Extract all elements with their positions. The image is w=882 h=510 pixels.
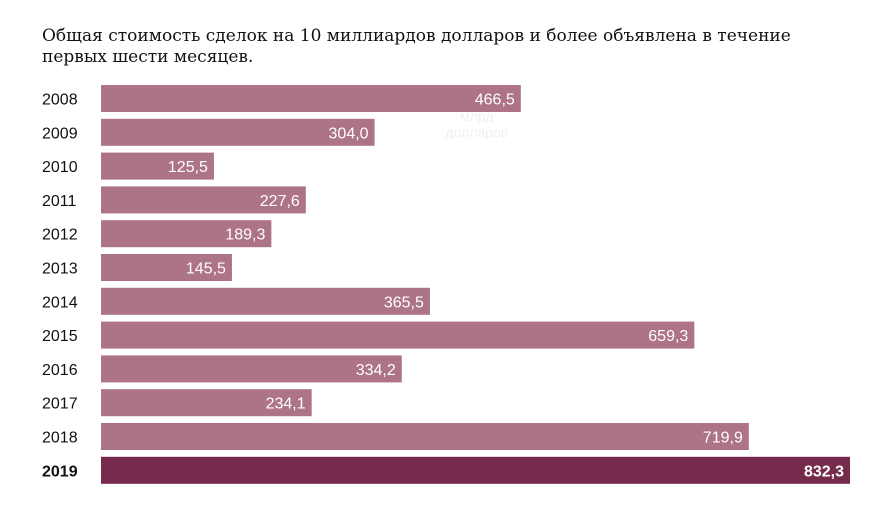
y-tick-label: 2015	[42, 328, 78, 345]
y-tick-label: 2008	[42, 92, 78, 109]
y-tick-label: 2017	[42, 396, 78, 413]
data-label: 234,1	[266, 396, 306, 413]
y-tick-label: 2018	[42, 430, 78, 447]
data-label: 719,9	[703, 430, 743, 447]
chart-title: Общая стоимость сделок на 10 миллиардов …	[42, 26, 791, 67]
bar	[101, 254, 232, 281]
bar	[101, 287, 430, 315]
data-label: 365,5	[384, 294, 424, 311]
unit-label: долларов	[445, 124, 508, 140]
bar	[101, 456, 850, 484]
bar	[101, 389, 312, 417]
y-tick-label: 2016	[42, 362, 78, 379]
bar	[101, 220, 272, 248]
data-label: 145,5	[186, 261, 226, 278]
data-label: 659,3	[648, 328, 688, 345]
bar	[101, 355, 402, 383]
bar	[101, 423, 749, 450]
data-label: 189,3	[225, 227, 265, 244]
y-tick-label: 2014	[42, 294, 78, 311]
bar	[101, 321, 695, 349]
bar	[101, 85, 521, 112]
y-tick-label: 2012	[42, 227, 78, 244]
y-tick-label: 2010	[42, 159, 78, 176]
y-tick-label: 2011	[42, 193, 77, 210]
data-label: 334,2	[356, 362, 396, 379]
data-label: 466,5	[475, 92, 515, 109]
data-label: 832,3	[804, 463, 844, 480]
bar	[101, 118, 375, 146]
y-tick-label: 2013	[42, 261, 78, 278]
data-label: 304,0	[329, 125, 369, 142]
unit-label: млрд	[460, 108, 493, 124]
bar	[101, 186, 306, 214]
bar	[101, 152, 214, 180]
y-tick-label: 2019	[42, 463, 78, 480]
data-label: 125,5	[168, 159, 208, 176]
y-tick-label: 2009	[42, 125, 78, 142]
data-label: 227,6	[260, 193, 300, 210]
